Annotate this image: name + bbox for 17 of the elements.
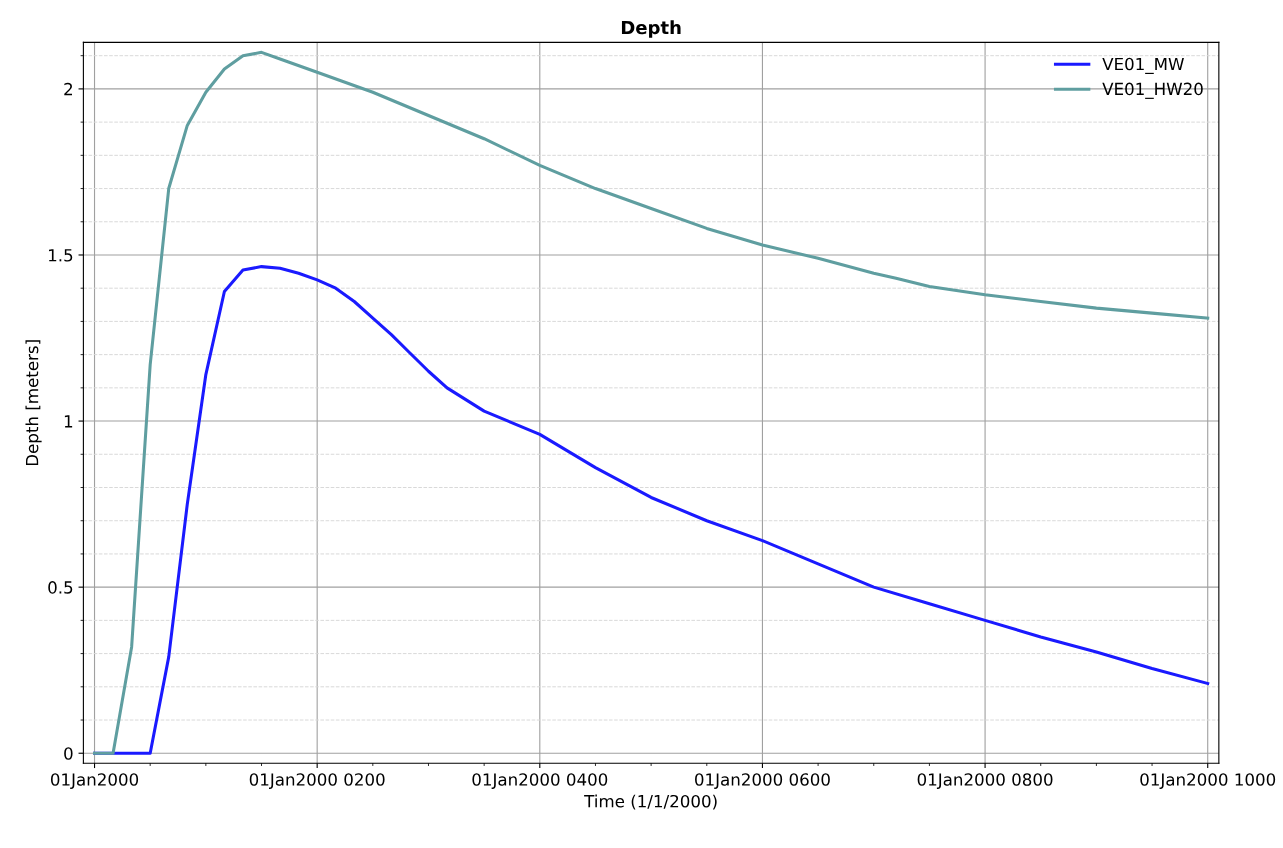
y-tick-label: 1.5 <box>49 249 73 262</box>
chart-title: Depth <box>621 20 681 38</box>
x-tick-label: 01Jan2000 0800 <box>917 773 1053 789</box>
y-tick-label: 0.5 <box>48 581 73 594</box>
x-axis-title: Time (1/1/2000) <box>584 794 717 810</box>
y-tick-label: 1 <box>64 415 73 428</box>
legend-label: VE01_HW20 <box>1102 82 1203 99</box>
x-tick-label: 01Jan2000 0200 <box>249 773 385 789</box>
x-tick-label: 01Jan2000 1000 <box>1140 773 1276 789</box>
x-tick-label: 01Jan2000 0400 <box>472 773 608 789</box>
y-tick-label: 2 <box>64 82 72 96</box>
line-series <box>93 50 1210 755</box>
legend-label: VE01_MW <box>1102 57 1184 74</box>
x-tick-label: 01Jan2000 <box>50 773 139 789</box>
x-tick-label: 01Jan2000 0600 <box>695 773 830 789</box>
y-tick-label: 0 <box>64 747 73 760</box>
y-axis-title: Depth [meters] <box>25 340 42 466</box>
